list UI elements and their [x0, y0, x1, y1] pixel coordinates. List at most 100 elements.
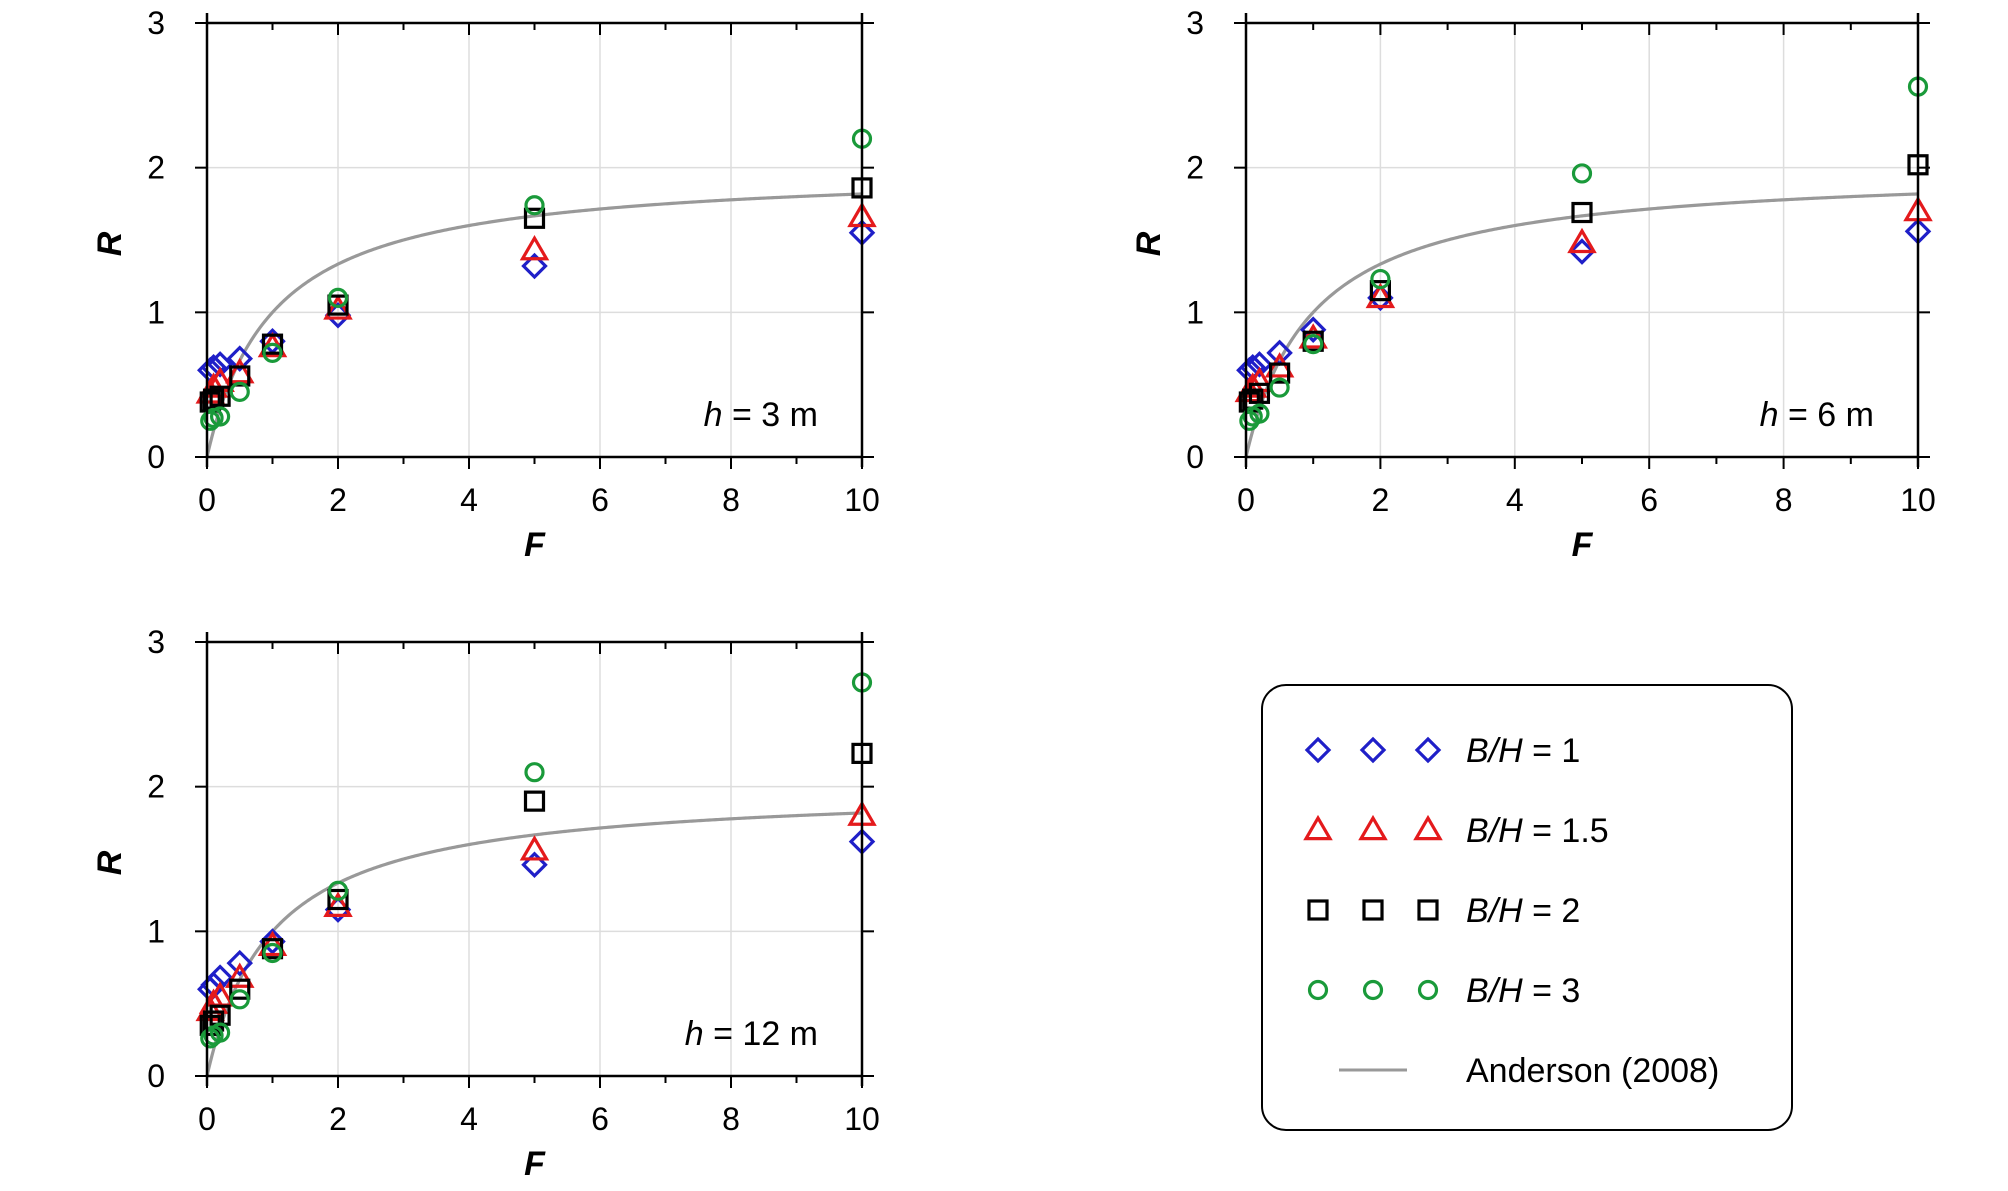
data-point-circle: [1269, 377, 1290, 398]
legend-variable: B/H: [1466, 732, 1523, 770]
grid: [1246, 23, 1918, 457]
data-point-diamond: [206, 351, 234, 378]
data-point-square: [261, 333, 284, 355]
x-tick-label: 4: [1506, 482, 1524, 518]
chart-panel-1: 0 2 4 6 8 10 0 1 2 3 F Rh = 3 m: [91, 5, 880, 564]
data-point-diamond: [521, 252, 548, 280]
x-tick-label: 6: [591, 1101, 609, 1137]
data-point-circle: [262, 342, 283, 363]
data-point-circle: [229, 989, 250, 1010]
y-tick-label: 0: [147, 1058, 165, 1094]
data-point-triangle: [257, 930, 288, 957]
anderson-curve: [205, 192, 863, 458]
series-1: [197, 219, 876, 384]
x-axis-title: F: [524, 526, 546, 564]
data-point-circle: [229, 381, 250, 402]
panel-annotation: h = 6 m: [1760, 396, 1874, 434]
data-point-square: [327, 294, 349, 316]
legend-box: [1261, 684, 1793, 1131]
data-point-diamond: [1299, 316, 1327, 343]
legend-item-2: B/H = 1.5: [1303, 812, 1609, 850]
series-4: [200, 672, 873, 1049]
panel-annotation: h = 12 m: [685, 1015, 818, 1053]
chart-panel-3: 0 2 4 6 8 10 0 1 2 3 F Rh = 12 m: [91, 624, 880, 1183]
annotation-value: = 6 m: [1779, 396, 1874, 434]
legend-triangle-marker: [1358, 814, 1388, 841]
data-point-triangle: [224, 962, 255, 988]
y-tick-label: 0: [1186, 439, 1204, 475]
legend-diamond-marker: [1414, 736, 1442, 764]
data-point-square: [1268, 362, 1291, 384]
data-point-circle: [262, 942, 283, 964]
y-axis-title: R: [1130, 231, 1168, 256]
y-tick-label: 3: [147, 624, 165, 660]
data-point-triangle: [519, 234, 550, 261]
data-point-square: [1369, 280, 1392, 302]
annotation-variable: h: [1760, 396, 1779, 434]
y-tick-label: 1: [1186, 294, 1204, 330]
anderson-curve: [205, 811, 863, 1077]
legend-triangle-marker: [1413, 814, 1443, 841]
legend-diamond-marker: [1359, 736, 1387, 764]
legend-label: Anderson (2008): [1466, 1052, 1719, 1090]
legend-item-1: B/H = 1: [1304, 732, 1580, 770]
annotation-variable: h: [704, 396, 723, 434]
legend-item-5: Anderson (2008): [1339, 1052, 1719, 1090]
data-point-square: [523, 207, 546, 229]
x-tick-label: 0: [198, 482, 216, 518]
data-point-triangle: [1567, 227, 1597, 254]
data-point-circle: [1303, 334, 1324, 355]
annotation-variable: h: [685, 1015, 704, 1053]
legend-label: B/H = 1.5: [1466, 812, 1609, 850]
data-point-square: [209, 385, 231, 407]
y-axis-title: R: [91, 850, 129, 875]
x-tick-label: 0: [1237, 482, 1255, 518]
legend-value: = 1: [1523, 732, 1581, 770]
series-4: [200, 128, 873, 431]
data-point-circle: [327, 880, 349, 901]
y-axis-title: R: [91, 231, 129, 256]
x-axis-title: F: [524, 1145, 546, 1183]
data-point-diamond: [226, 949, 254, 977]
data-point-circle: [327, 287, 349, 308]
grid: [207, 23, 862, 457]
data-point-triangle: [323, 891, 353, 917]
legend-item-4: B/H = 3: [1307, 972, 1580, 1010]
legend-value: = 1.5: [1523, 812, 1609, 850]
y-tick-label: 2: [147, 769, 165, 805]
y-tick-label: 1: [147, 294, 165, 330]
legend-label: B/H = 3: [1466, 972, 1580, 1010]
legend-value: = 2: [1523, 892, 1581, 930]
legend-variable: B/H: [1466, 972, 1523, 1010]
x-tick-label: 6: [1640, 482, 1658, 518]
x-tick-label: 4: [460, 1101, 478, 1137]
data-point-circle: [210, 406, 231, 427]
data-point-diamond: [521, 851, 548, 879]
data-point-square: [1571, 201, 1593, 224]
x-tick-label: 10: [844, 482, 880, 518]
legend-label: B/H = 1: [1466, 732, 1580, 770]
data-point-circle: [524, 195, 545, 216]
legend-triangle-marker: [1303, 814, 1333, 841]
data-point-circle: [200, 1028, 221, 1049]
y-tick-label: 2: [147, 150, 165, 186]
data-point-triangle: [519, 835, 550, 861]
x-tick-label: 4: [460, 482, 478, 518]
data-point-circle: [1249, 403, 1270, 424]
series-1: [1236, 218, 1932, 384]
x-tick-label: 2: [329, 482, 347, 518]
data-point-circle: [210, 1022, 231, 1043]
data-point-circle: [200, 410, 221, 431]
x-tick-label: 8: [722, 1101, 740, 1137]
series-4: [1239, 76, 1929, 431]
data-point-circle: [1370, 268, 1391, 290]
annotation-value: = 3 m: [723, 396, 818, 434]
legend-diamond-marker: [1304, 736, 1332, 764]
grid: [207, 642, 862, 1076]
legend-value: = 3: [1523, 972, 1581, 1010]
legend-circle-marker: [1362, 979, 1384, 1001]
x-tick-label: 2: [1372, 482, 1390, 518]
